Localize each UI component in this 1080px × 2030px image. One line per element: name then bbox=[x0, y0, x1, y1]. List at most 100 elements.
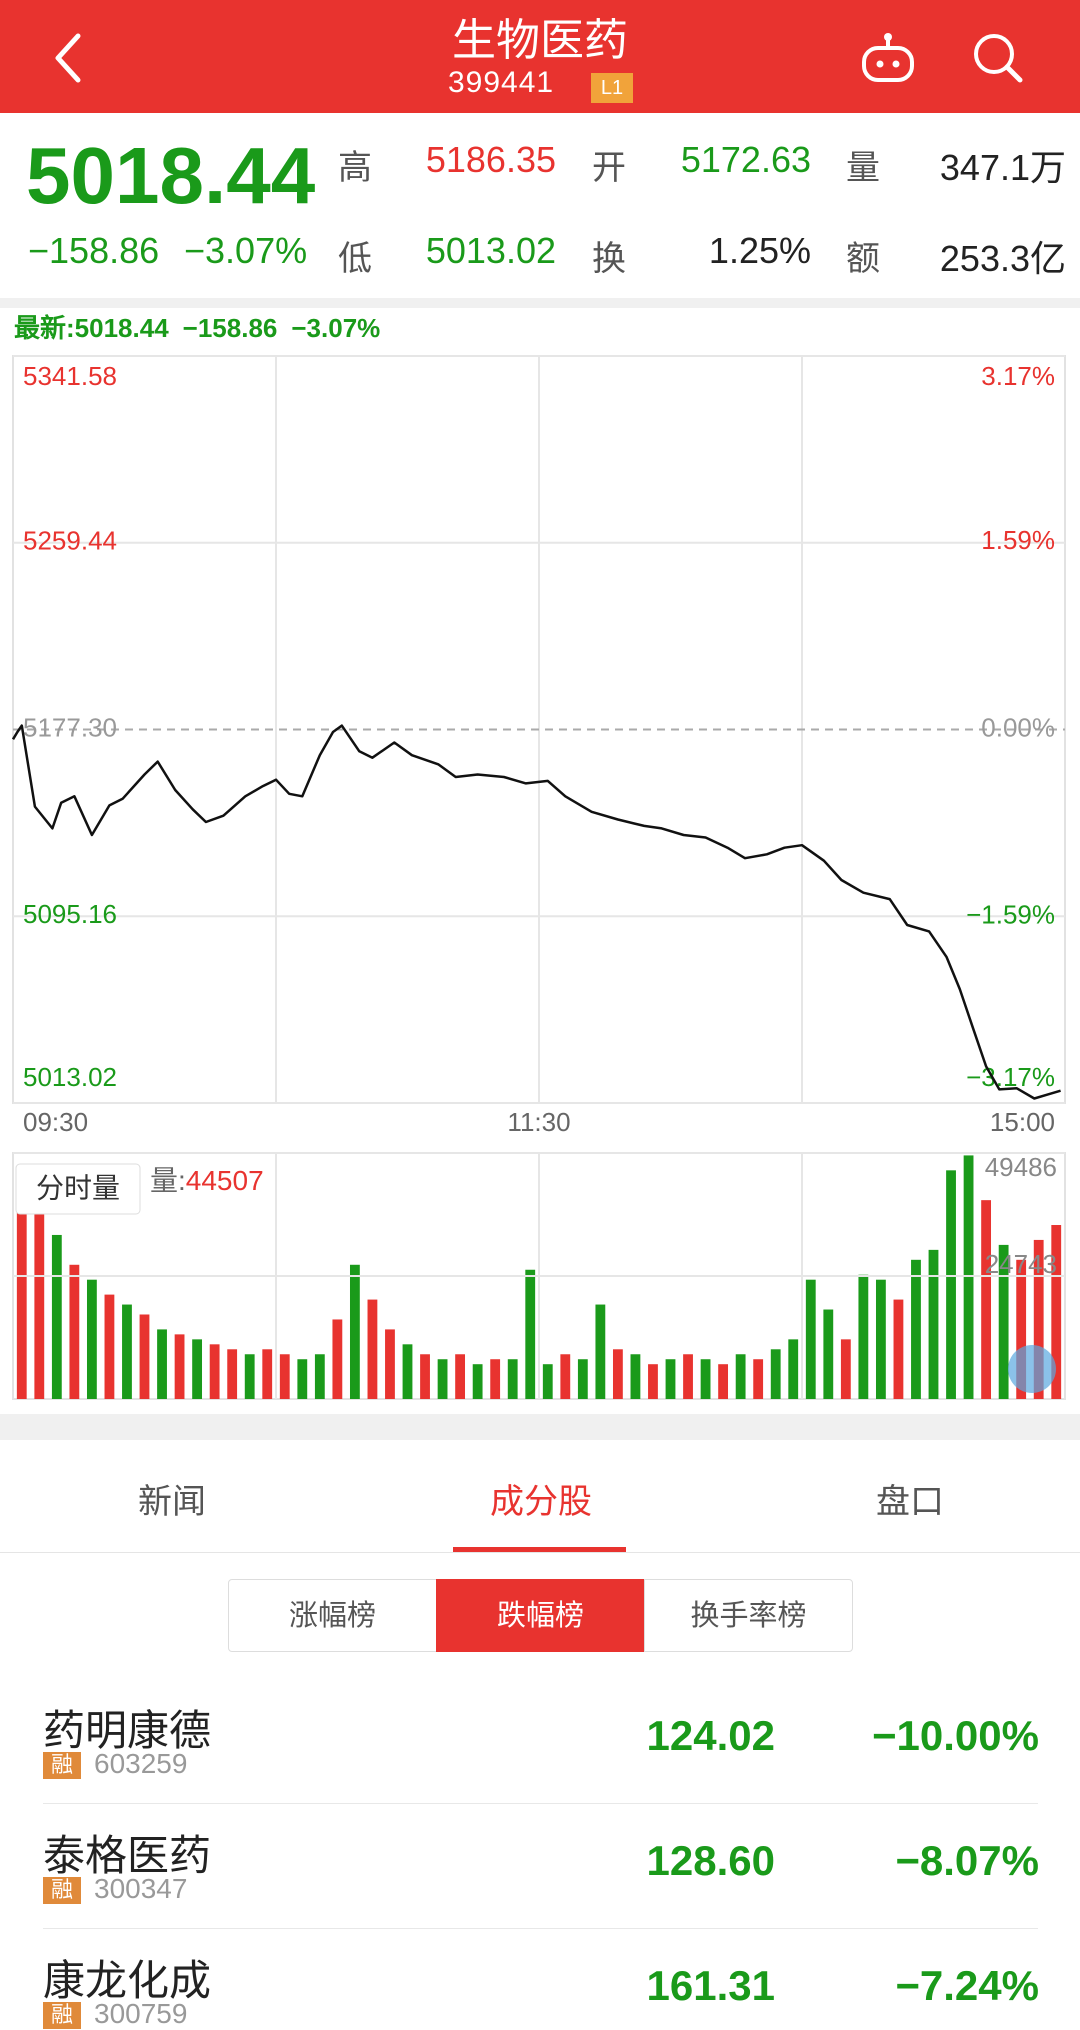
volume-bar bbox=[455, 1354, 466, 1399]
volume-bar bbox=[34, 1210, 45, 1399]
stat-value: 5172.63 bbox=[680, 139, 811, 180]
volume-bar bbox=[86, 1279, 97, 1399]
stat-value: 5186.35 bbox=[425, 139, 556, 180]
y2-tick-label: −3.17% bbox=[966, 1062, 1055, 1092]
volume-bar bbox=[946, 1170, 956, 1399]
volume-bar bbox=[823, 1309, 834, 1399]
stock-name[interactable]: 药明康德 bbox=[43, 1706, 212, 1755]
volume-bar bbox=[735, 1354, 746, 1399]
stock-name[interactable]: 康龙化成 bbox=[43, 1956, 212, 2005]
y-tick-label: 5177.30 bbox=[23, 712, 117, 742]
segment-active[interactable]: 跌幅榜 bbox=[436, 1579, 645, 1652]
tab-active[interactable]: 成分股 bbox=[490, 1482, 592, 1522]
stat-value: 5013.02 bbox=[425, 230, 556, 271]
volume-bar bbox=[51, 1234, 62, 1399]
volume-button[interactable] bbox=[15, 1163, 141, 1215]
stock-code: 300347 bbox=[94, 1873, 188, 1904]
stock-change: −7.24% bbox=[895, 1962, 1039, 2009]
volume-bar bbox=[349, 1264, 360, 1399]
volume-bar bbox=[998, 1244, 1009, 1399]
volume-bar bbox=[507, 1359, 518, 1399]
tab[interactable]: 盘口 bbox=[876, 1482, 944, 1522]
tab-indicator bbox=[453, 1547, 626, 1552]
volume-button-text: 分时量 bbox=[36, 1172, 120, 1203]
index-code: 399441 bbox=[448, 66, 555, 99]
volume-bar bbox=[542, 1364, 553, 1399]
volume-bar bbox=[122, 1304, 132, 1399]
volume-bar bbox=[472, 1364, 483, 1399]
segment[interactable]: 涨幅榜 bbox=[228, 1579, 437, 1652]
volume-bar bbox=[753, 1359, 764, 1399]
stock-code: 300759 bbox=[94, 1998, 188, 2029]
volume-bar bbox=[279, 1354, 290, 1399]
volume-bar bbox=[788, 1339, 799, 1399]
volume-bar bbox=[139, 1314, 150, 1399]
back-button[interactable] bbox=[40, 30, 100, 86]
volume-bar bbox=[683, 1354, 693, 1399]
robot-icon[interactable] bbox=[858, 30, 918, 86]
volume-bar bbox=[648, 1364, 658, 1399]
volume-bar bbox=[227, 1349, 238, 1399]
x-tick-label: 09:30 bbox=[23, 1107, 88, 1137]
volume-label: 量: bbox=[150, 1165, 186, 1196]
last-price: 5018.44 bbox=[26, 131, 316, 220]
stock-name[interactable]: 泰格医药 bbox=[43, 1831, 212, 1880]
latest-label: 最新: bbox=[14, 313, 75, 343]
margin-tag: 融 bbox=[43, 1752, 81, 1779]
stock-price: 161.31 bbox=[646, 1962, 775, 2009]
search-icon[interactable] bbox=[968, 28, 1028, 88]
volume-bar bbox=[665, 1359, 676, 1399]
y-tick-label: 5095.16 bbox=[23, 899, 117, 929]
price-change-pct: −3.07% bbox=[184, 230, 308, 271]
stat-label: 开 bbox=[592, 148, 626, 188]
stock-price: 128.60 bbox=[646, 1837, 775, 1884]
volume-bar bbox=[490, 1359, 501, 1399]
price-line bbox=[11, 724, 1061, 1100]
volume-bar bbox=[718, 1364, 729, 1399]
stat-label: 量 bbox=[846, 148, 880, 188]
margin-tag: 融 bbox=[43, 2002, 81, 2029]
volume-bar bbox=[1016, 1259, 1027, 1399]
stock-change: −10.00% bbox=[872, 1712, 1039, 1759]
stat-label: 额 bbox=[846, 239, 880, 279]
volume-current: 44507 bbox=[186, 1165, 264, 1196]
volume-bar bbox=[16, 1200, 27, 1399]
volume-bar bbox=[244, 1354, 255, 1399]
volume-bar bbox=[577, 1359, 588, 1399]
top-bar bbox=[0, 0, 1080, 113]
x-tick-label: 15:00 bbox=[990, 1107, 1055, 1137]
stat-label: 高 bbox=[338, 148, 372, 188]
volume-bar bbox=[963, 1155, 974, 1399]
volume-bar bbox=[875, 1279, 886, 1399]
volume-bar bbox=[770, 1349, 781, 1399]
stock-code: 603259 bbox=[94, 1748, 188, 1779]
volume-bar bbox=[157, 1329, 167, 1399]
expand-button[interactable] bbox=[1008, 1345, 1056, 1393]
charts: 最新:5018.44 −158.86 −3.07% 5341.58 5259.44 51… bbox=[11, 313, 1066, 1400]
volume-bar bbox=[805, 1279, 816, 1399]
latest-line: 最新:5018.44 −158.86 −3.07% bbox=[14, 313, 380, 343]
margin-tag: 融 bbox=[43, 1877, 81, 1904]
stat-value: 347.1万 bbox=[939, 147, 1066, 188]
volume-bar bbox=[858, 1274, 869, 1399]
title: 生物医药 bbox=[452, 15, 628, 66]
volume-bar bbox=[981, 1200, 992, 1399]
volume-bar bbox=[700, 1359, 711, 1399]
y-tick-label: 5341.58 bbox=[23, 361, 117, 391]
volume-bar bbox=[525, 1269, 536, 1399]
volume-bar bbox=[893, 1299, 904, 1399]
volume-readout: 量:44507 bbox=[150, 1165, 264, 1196]
volume-bar bbox=[104, 1294, 115, 1399]
level-badge: L1 bbox=[591, 73, 633, 103]
tab[interactable]: 新闻 bbox=[138, 1482, 206, 1522]
row-divider bbox=[43, 1803, 1038, 1804]
segment[interactable]: 换手率榜 bbox=[644, 1579, 853, 1652]
volume-bar bbox=[1033, 1239, 1044, 1399]
y2-tick-label: 3.17% bbox=[981, 361, 1055, 391]
volume-bar bbox=[402, 1344, 413, 1399]
volume-bar bbox=[911, 1259, 921, 1399]
latest-price: 5018.44 bbox=[75, 313, 170, 343]
volume-bar bbox=[209, 1344, 220, 1399]
volume-bar bbox=[595, 1304, 606, 1399]
y2-tick-label: −1.59% bbox=[966, 900, 1055, 930]
